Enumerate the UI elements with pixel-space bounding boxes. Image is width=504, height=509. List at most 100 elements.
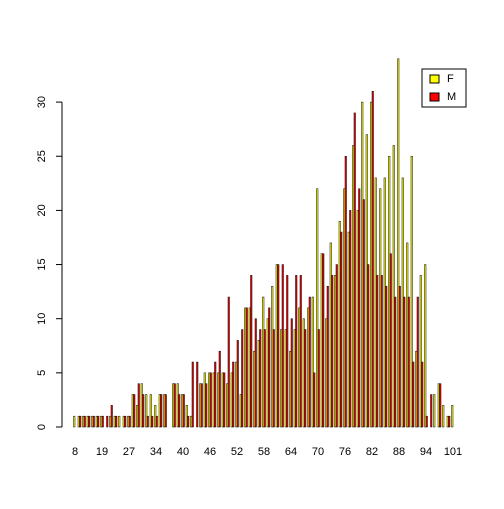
y-tick-label: 15 — [36, 258, 48, 270]
bar — [151, 415, 154, 428]
bar — [272, 329, 275, 428]
bar — [223, 372, 226, 428]
bar — [385, 285, 388, 428]
bar — [317, 329, 320, 428]
bar — [110, 405, 113, 428]
bar — [73, 415, 76, 428]
bar — [403, 296, 406, 428]
bar — [448, 415, 451, 428]
bar — [187, 415, 190, 428]
bar — [83, 415, 86, 428]
bar — [439, 383, 442, 428]
legend-swatch — [429, 92, 440, 102]
bar — [316, 188, 319, 428]
legend-swatch — [429, 74, 440, 84]
bar — [398, 285, 401, 428]
x-tick-label: 82 — [366, 446, 378, 458]
bar — [137, 383, 140, 428]
bar — [118, 415, 121, 428]
x-tick-label: 34 — [150, 446, 162, 458]
bar — [250, 275, 253, 428]
bar — [416, 296, 419, 428]
bar — [397, 58, 400, 428]
bar — [313, 372, 316, 428]
bar — [362, 199, 365, 428]
bar — [326, 285, 329, 428]
bar — [214, 361, 217, 428]
bar — [259, 329, 262, 428]
bar — [227, 296, 230, 428]
bar — [268, 307, 271, 428]
x-tick-label: 76 — [339, 446, 351, 458]
bar — [407, 296, 410, 428]
bar — [164, 394, 167, 428]
bar — [124, 415, 127, 428]
bar — [155, 415, 158, 428]
bar — [353, 112, 356, 428]
bar — [394, 296, 397, 428]
bar — [101, 415, 104, 428]
bar — [295, 275, 298, 428]
bar — [142, 394, 145, 428]
bar — [79, 415, 82, 428]
bar — [358, 188, 361, 428]
y-tick-label: 20 — [36, 204, 48, 216]
x-tick-label: 46 — [204, 446, 216, 458]
bar — [421, 361, 424, 428]
bar — [451, 405, 454, 428]
bar — [281, 264, 284, 428]
y-tick-label: 0 — [36, 424, 48, 430]
x-tick-label: 27 — [123, 446, 135, 458]
bar — [442, 405, 445, 428]
bar — [236, 340, 239, 428]
bar — [191, 361, 194, 428]
bar — [241, 329, 244, 428]
bar — [392, 145, 395, 428]
y-tick-label: 10 — [36, 313, 48, 325]
bar — [263, 329, 266, 428]
bar — [340, 231, 343, 428]
bar — [196, 361, 199, 428]
bar — [173, 383, 176, 428]
bar — [380, 275, 383, 428]
bar — [115, 415, 118, 428]
bar — [128, 415, 131, 428]
bar — [419, 275, 422, 428]
x-tick-label: 70 — [312, 446, 324, 458]
x-tick-label: 94 — [420, 446, 432, 458]
bar — [209, 372, 212, 428]
bar — [433, 394, 436, 428]
bar — [376, 275, 379, 428]
y-tick-label: 25 — [36, 150, 48, 162]
legend-label: M — [447, 91, 456, 103]
y-tick-label: 30 — [36, 96, 48, 108]
bar — [277, 264, 280, 428]
bar — [412, 361, 415, 428]
bar — [149, 394, 152, 428]
y-tick-label: 5 — [36, 370, 48, 376]
bar — [232, 361, 235, 428]
bar — [425, 415, 428, 428]
bar — [410, 156, 413, 428]
x-tick-label: 19 — [96, 446, 108, 458]
bar — [106, 415, 109, 428]
x-tick-label: 101 — [444, 446, 462, 458]
legend-box — [421, 68, 467, 108]
bar — [200, 383, 203, 428]
bar — [290, 318, 293, 428]
x-tick-label: 64 — [285, 446, 297, 458]
x-tick-label: 88 — [393, 446, 405, 458]
bar — [344, 156, 347, 428]
bar — [335, 264, 338, 428]
bar — [145, 394, 148, 428]
bar — [371, 91, 374, 428]
bar — [205, 383, 208, 428]
x-tick-label: 8 — [72, 446, 78, 458]
bar — [97, 415, 100, 428]
bar — [331, 275, 334, 428]
bar — [322, 253, 325, 428]
bar — [367, 264, 370, 428]
bar — [88, 415, 91, 428]
bar — [160, 394, 163, 428]
